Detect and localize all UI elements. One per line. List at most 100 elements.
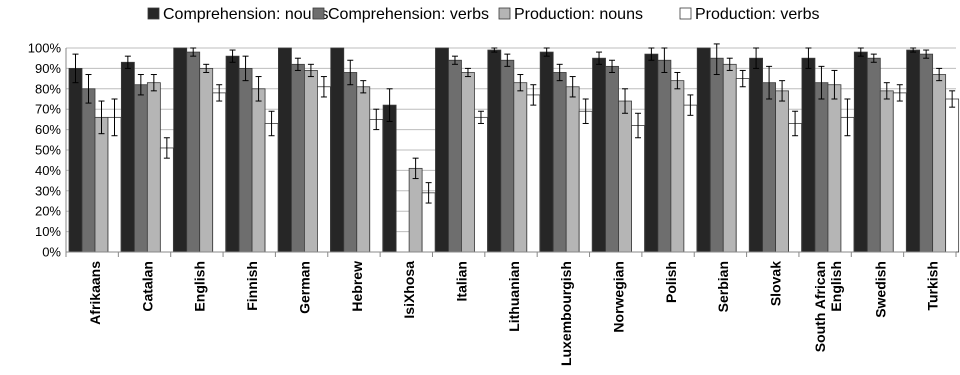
bar-2-1	[146, 82, 161, 253]
bar-1-4	[291, 63, 305, 253]
bar-3-5	[369, 119, 384, 253]
bar-3-10	[631, 125, 645, 253]
bar-1-14	[814, 82, 829, 253]
y-tick-label: 100%	[28, 41, 62, 56]
category-label: Norwegian	[611, 261, 627, 333]
bar-3-15	[892, 92, 907, 253]
bar-0-10	[592, 57, 606, 253]
bar-2-7	[461, 72, 475, 253]
category-label: Finnish	[244, 261, 260, 311]
bar-1-11	[657, 59, 672, 253]
bar-0-5	[330, 47, 345, 253]
bar-2-11	[670, 80, 685, 253]
bar-0-11	[644, 53, 659, 253]
bar-1-9	[552, 72, 567, 253]
bar-2-16	[932, 74, 947, 253]
category-label: Catalan	[139, 261, 155, 312]
bar-2-2	[199, 68, 214, 253]
bar-1-8	[500, 59, 515, 253]
bar-1-15	[866, 57, 881, 253]
bar-1-1	[133, 84, 148, 253]
bar-3-9	[578, 110, 593, 253]
bar-3-7	[474, 116, 488, 253]
category-label: Luxembourgish	[558, 261, 574, 366]
legend-label: Comprehension: verbs	[328, 6, 489, 23]
bar-3-12	[735, 78, 750, 253]
bar-0-7	[435, 47, 449, 253]
bar-0-0	[68, 68, 83, 253]
bar-2-14	[827, 84, 842, 253]
category-label: Italian	[453, 261, 469, 301]
y-tick-label: 40%	[35, 163, 61, 178]
bar-3-16	[945, 98, 960, 253]
bar-3-4	[317, 86, 331, 253]
bar-0-13	[749, 57, 763, 253]
bar-1-5	[343, 72, 358, 253]
bar-1-3	[238, 68, 253, 253]
bar-3-2	[212, 92, 227, 253]
category-label: Afrikaans	[87, 261, 103, 325]
bar-0-6	[382, 104, 397, 253]
bar-0-14	[801, 57, 816, 253]
legend: Comprehension: nouns Comprehension: verbs…	[147, 6, 820, 23]
bar-3-0	[107, 116, 122, 253]
bar-3-8	[526, 94, 541, 253]
category-label: English	[828, 261, 844, 312]
y-tick-label: 70%	[35, 102, 61, 117]
bar-2-4	[304, 70, 318, 253]
legend-swatch-2	[498, 7, 511, 20]
bar-2-0	[94, 116, 109, 253]
bar-3-1	[159, 147, 174, 253]
bar-3-13	[788, 123, 802, 253]
bar-3-14	[840, 116, 855, 253]
category-label: IsiXhosa	[401, 261, 417, 319]
legend-label: Production: nouns	[514, 6, 643, 23]
bar-0-1	[120, 61, 135, 253]
bar-2-12	[722, 63, 737, 253]
y-tick-label: 10%	[35, 224, 61, 239]
y-tick-label: 80%	[35, 81, 61, 96]
legend-label: Comprehension: nouns	[163, 6, 328, 23]
bar-2-6	[408, 167, 423, 253]
bar-0-15	[853, 51, 868, 253]
bar-0-8	[487, 49, 502, 253]
bar-1-12	[709, 57, 724, 253]
bar-2-8	[513, 82, 528, 253]
category-label: South African	[812, 261, 828, 352]
bar-2-5	[356, 86, 371, 253]
bar-0-9	[539, 51, 554, 253]
legend-swatch-1	[312, 7, 325, 20]
legend-label: Production: verbs	[695, 6, 820, 23]
bar-2-9	[565, 86, 580, 253]
bar-1-7	[448, 59, 462, 253]
category-label: Lithuanian	[506, 261, 522, 332]
bars	[68, 43, 960, 253]
bar-1-0	[81, 88, 96, 253]
category-label: Swedish	[872, 261, 888, 318]
x-axis: Afrikaans Catalan English Finnish German Hebr…	[65, 251, 957, 366]
bar-1-2	[186, 51, 201, 253]
y-tick-label: 30%	[35, 183, 61, 198]
bar-1-13	[762, 82, 776, 253]
bar-2-3	[251, 88, 266, 253]
bar-2-15	[879, 90, 894, 253]
bar-1-10	[605, 65, 619, 253]
y-tick-label: 90%	[35, 61, 61, 76]
bar-0-3	[225, 55, 240, 253]
category-label: Turkish	[925, 261, 941, 311]
legend-swatch-3	[679, 7, 692, 20]
category-label: Slovak	[768, 261, 784, 306]
y-tick-label: 50%	[35, 143, 61, 158]
bar-3-3	[264, 123, 279, 253]
category-label: German	[296, 261, 312, 314]
category-label: Serbian	[715, 261, 731, 312]
legend-swatch-0	[147, 7, 160, 20]
y-tick-label: 0%	[42, 245, 61, 260]
category-label: Hebrew	[349, 261, 365, 312]
bar-0-2	[173, 47, 188, 253]
bar-0-16	[906, 49, 921, 253]
category-label: English	[192, 261, 208, 312]
bar-2-13	[775, 90, 789, 253]
bar-1-16	[919, 53, 934, 253]
